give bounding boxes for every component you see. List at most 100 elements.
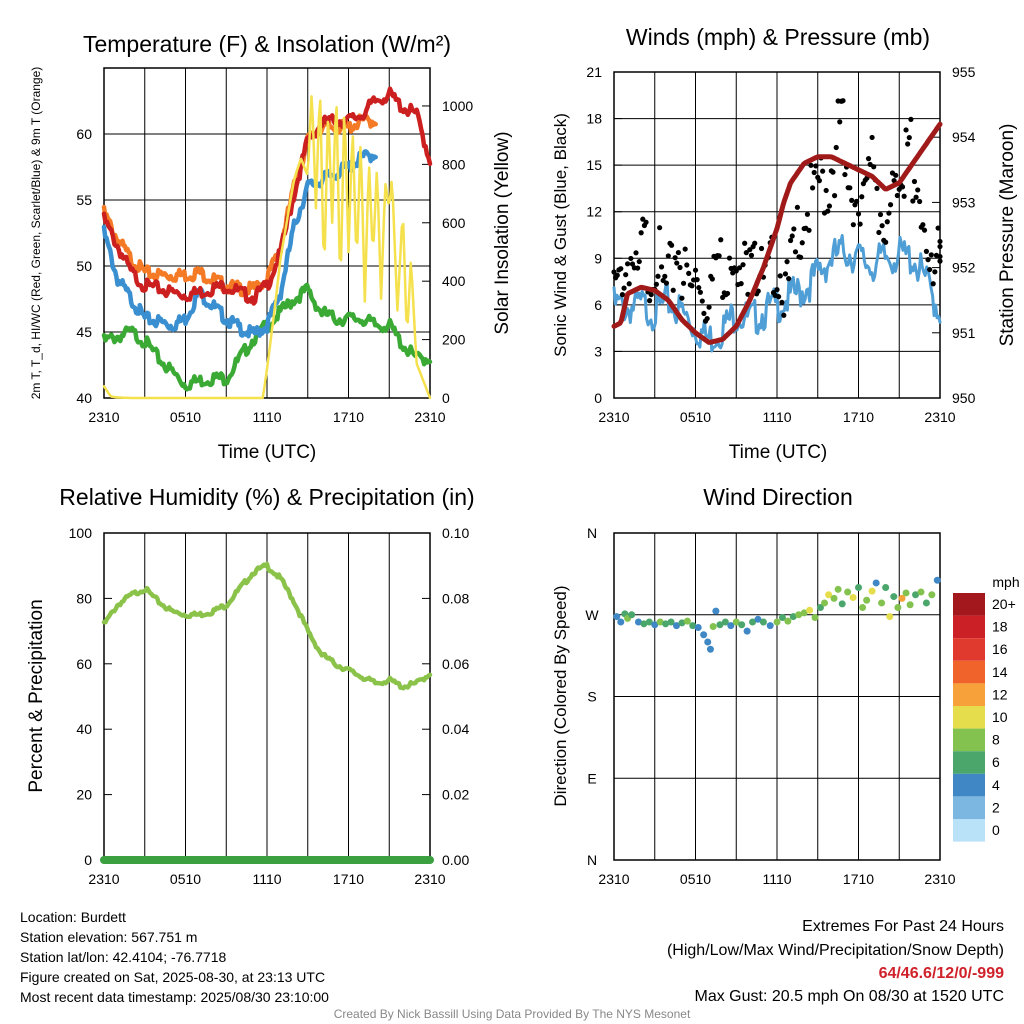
footer-recent-data: Most recent data timestamp: 2025/08/30 2…	[20, 989, 329, 1005]
gust-point	[709, 276, 715, 282]
gust-point	[779, 299, 785, 306]
wind-direction-point	[882, 584, 890, 591]
x-tick-label: 1710	[333, 871, 364, 887]
gust-point	[925, 257, 931, 263]
wind-direction-point	[738, 621, 746, 629]
y-tick-label: 80	[76, 590, 92, 606]
gust-point	[643, 219, 649, 225]
gust-point	[653, 281, 659, 287]
gust-point	[884, 219, 890, 225]
gust-point	[726, 255, 733, 261]
wind-direction-point	[727, 622, 735, 630]
y-axis-label: Percent & Precipitation	[26, 599, 47, 792]
legend-label: 4	[992, 777, 1000, 793]
gust-point	[917, 198, 923, 205]
gust-point	[877, 211, 884, 218]
x-tick-label: 0510	[680, 409, 711, 425]
y-right-tick-label: 0.10	[442, 525, 469, 541]
gust-point	[706, 304, 712, 310]
gust-point	[798, 254, 804, 260]
gust-point	[662, 273, 668, 279]
credit-line: Created By Nick Bassill Using Data Provi…	[333, 1007, 691, 1021]
gust-point	[804, 211, 811, 217]
wind-direction-point	[706, 645, 714, 653]
y-right-tick-label: 951	[952, 325, 976, 341]
gust-point	[619, 292, 626, 298]
gust-point	[679, 295, 685, 301]
x-tick-label: 0510	[680, 871, 711, 887]
y-right-axis-label: Station Pressure (Maroon)	[997, 124, 1018, 347]
legend-label: 6	[992, 754, 1000, 770]
gust-point	[837, 119, 843, 125]
gust-point	[787, 237, 794, 244]
y-tick-label: 21	[586, 64, 602, 80]
gust-point	[791, 226, 797, 232]
wind-direction-point	[816, 603, 824, 611]
gust-point	[826, 203, 833, 209]
wind-direction-point	[849, 593, 857, 601]
legend-label: 18	[992, 619, 1008, 635]
chart-title-winds: Winds (mph) & Pressure (mb)	[626, 24, 930, 50]
gust-point	[823, 187, 829, 194]
gust-point	[792, 249, 799, 255]
y-axis-label: 2m T, T_d, HI/WC (Red, Green, Scarlet/Bl…	[29, 67, 43, 400]
gust-point	[865, 156, 872, 162]
gust-point	[686, 270, 692, 276]
x-tick-label: 2310	[414, 871, 445, 887]
gust-point	[794, 204, 800, 210]
y-tick-label: 60	[76, 126, 92, 142]
legend-label: 0	[992, 822, 1000, 838]
footer-elevation: Station elevation: 567.751 m	[20, 929, 198, 945]
extremes-subtitle: (High/Low/Max Wind/Precipitation/Snow De…	[666, 942, 1004, 959]
y-right-tick-label: 200	[442, 332, 466, 348]
wind-direction-point	[806, 606, 814, 614]
y-right-tick-label: 0.08	[442, 590, 469, 606]
gust-point	[825, 208, 831, 214]
station-pressure-line	[611, 121, 943, 345]
gust-point	[874, 185, 880, 191]
gust-point	[755, 288, 761, 294]
wind-direction-point	[890, 593, 898, 601]
gust-point	[930, 281, 936, 287]
gust-point	[799, 240, 805, 246]
gust-point	[668, 242, 675, 248]
gust-point	[820, 168, 826, 174]
wind-direction-point	[704, 638, 712, 646]
gust-point	[694, 277, 700, 283]
wind-direction-point	[784, 617, 792, 625]
gust-point	[776, 294, 782, 300]
extremes-values: 64/46.6/12/0/-999	[878, 965, 1004, 982]
gust-point	[623, 272, 629, 278]
chart-title-humidity: Relative Humidity (%) & Precipitation (i…	[59, 484, 474, 510]
wind-direction-point	[667, 618, 675, 626]
legend-label: 12	[992, 686, 1008, 702]
gust-point	[905, 141, 911, 147]
y-tick-label: 0	[594, 390, 602, 406]
wind-direction-point	[811, 613, 819, 621]
y-right-tick-label: 1000	[442, 98, 473, 114]
x-tick-label: 0510	[170, 871, 201, 887]
gust-point	[626, 281, 632, 287]
legend-swatch	[953, 660, 985, 684]
wind-direction-point	[678, 619, 686, 627]
y-tick-label: 20	[76, 787, 92, 803]
gust-point	[680, 280, 687, 286]
legend-label: 8	[992, 732, 1000, 748]
wind-direction-point	[922, 599, 930, 607]
chart-title-wind-direction: Wind Direction	[703, 484, 853, 510]
gust-point	[646, 298, 653, 304]
y-tick-label: 6	[594, 297, 602, 313]
gust-point	[887, 202, 894, 208]
gust-point	[704, 315, 710, 322]
direction-tick-label: N	[587, 525, 597, 541]
gust-point	[855, 211, 862, 217]
gust-point	[915, 187, 921, 193]
gust-point	[903, 127, 909, 133]
legend-swatch	[953, 819, 985, 842]
gust-point	[879, 223, 885, 229]
wind-direction-point	[933, 576, 941, 584]
wind-direction-point	[766, 622, 774, 630]
y-tick-label: 12	[586, 204, 602, 220]
gust-point	[682, 246, 688, 252]
